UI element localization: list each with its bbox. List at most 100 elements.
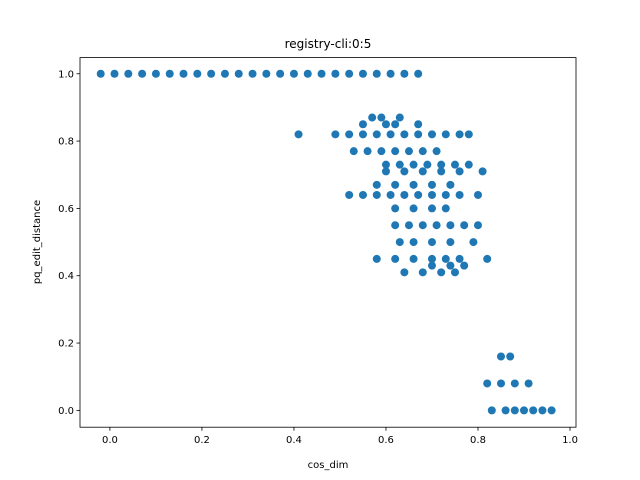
point bbox=[464, 130, 473, 139]
point bbox=[276, 69, 285, 78]
point bbox=[464, 160, 473, 169]
point bbox=[455, 130, 464, 139]
point bbox=[441, 254, 450, 263]
point bbox=[386, 130, 395, 139]
point bbox=[469, 238, 478, 247]
point bbox=[450, 268, 459, 277]
point bbox=[446, 238, 455, 247]
point bbox=[400, 268, 409, 277]
point bbox=[414, 120, 423, 129]
point bbox=[483, 254, 492, 263]
point bbox=[138, 69, 147, 78]
point bbox=[400, 130, 409, 139]
point bbox=[372, 190, 381, 199]
point bbox=[400, 167, 409, 176]
point bbox=[358, 130, 367, 139]
point bbox=[529, 406, 538, 415]
point bbox=[432, 221, 441, 230]
x-tick-label: 0.8 bbox=[470, 435, 486, 446]
point bbox=[110, 69, 119, 78]
y-tick-label: 1.0 bbox=[58, 69, 74, 80]
x-axis-label: cos_dim bbox=[308, 460, 349, 471]
point bbox=[510, 406, 519, 415]
point bbox=[427, 130, 436, 139]
point bbox=[386, 69, 395, 78]
point bbox=[193, 69, 202, 78]
point bbox=[381, 167, 390, 176]
point bbox=[427, 204, 436, 213]
point bbox=[358, 190, 367, 199]
point bbox=[414, 69, 423, 78]
x-tick-label: 0.0 bbox=[102, 435, 118, 446]
point bbox=[437, 268, 446, 277]
point bbox=[381, 160, 390, 169]
point bbox=[234, 69, 243, 78]
point bbox=[409, 160, 418, 169]
point bbox=[179, 69, 188, 78]
point bbox=[391, 147, 400, 156]
point bbox=[404, 221, 413, 230]
point bbox=[391, 120, 400, 129]
point bbox=[262, 69, 271, 78]
point bbox=[404, 147, 413, 156]
point bbox=[377, 113, 386, 122]
point bbox=[446, 221, 455, 230]
point bbox=[400, 69, 409, 78]
point bbox=[381, 120, 390, 129]
point bbox=[450, 160, 459, 169]
point bbox=[386, 190, 395, 199]
axes-frame bbox=[79, 57, 577, 428]
point bbox=[414, 190, 423, 199]
point bbox=[358, 69, 367, 78]
y-axis-label: pq_edit_distance bbox=[32, 200, 43, 284]
point bbox=[432, 147, 441, 156]
point bbox=[487, 406, 496, 415]
point bbox=[446, 180, 455, 189]
point bbox=[446, 261, 455, 270]
point bbox=[427, 261, 436, 270]
point bbox=[409, 254, 418, 263]
point bbox=[437, 160, 446, 169]
point bbox=[368, 113, 377, 122]
point bbox=[460, 261, 469, 270]
y-tick-label: 0.2 bbox=[58, 339, 74, 350]
point bbox=[124, 69, 133, 78]
point bbox=[547, 406, 556, 415]
y-tick-label: 0.8 bbox=[58, 137, 74, 148]
point bbox=[441, 204, 450, 213]
point bbox=[506, 352, 515, 361]
point bbox=[345, 130, 354, 139]
x-tick-label: 0.6 bbox=[378, 435, 394, 446]
point bbox=[409, 180, 418, 189]
point bbox=[414, 130, 423, 139]
point bbox=[524, 379, 533, 388]
point bbox=[473, 190, 482, 199]
y-tick-label: 0.6 bbox=[58, 204, 74, 215]
x-tick-label: 0.4 bbox=[286, 435, 302, 446]
point bbox=[289, 69, 298, 78]
point bbox=[165, 69, 174, 78]
point bbox=[538, 406, 547, 415]
point bbox=[520, 406, 529, 415]
point bbox=[400, 190, 409, 199]
point bbox=[497, 352, 506, 361]
point bbox=[96, 69, 105, 78]
point bbox=[418, 268, 427, 277]
point bbox=[391, 254, 400, 263]
point bbox=[331, 69, 340, 78]
point bbox=[427, 190, 436, 199]
point bbox=[349, 147, 358, 156]
point bbox=[483, 379, 492, 388]
point bbox=[427, 238, 436, 247]
point bbox=[363, 147, 372, 156]
point bbox=[455, 254, 464, 263]
point bbox=[377, 147, 386, 156]
x-tick-label: 0.2 bbox=[194, 435, 210, 446]
point bbox=[317, 69, 326, 78]
point bbox=[409, 238, 418, 247]
point bbox=[395, 238, 404, 247]
point bbox=[497, 379, 506, 388]
point bbox=[391, 180, 400, 189]
point bbox=[303, 69, 312, 78]
